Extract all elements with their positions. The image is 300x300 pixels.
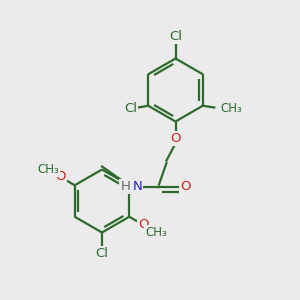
Text: O: O [138, 218, 149, 232]
Text: N: N [133, 180, 142, 194]
Text: CH₃: CH₃ [37, 163, 59, 176]
Text: Cl: Cl [124, 102, 137, 115]
Text: O: O [55, 170, 66, 184]
Text: H: H [121, 180, 130, 194]
Text: O: O [180, 180, 191, 194]
Text: Cl: Cl [95, 247, 109, 260]
Text: O: O [170, 132, 181, 146]
Text: CH₃: CH₃ [221, 102, 242, 115]
Text: Cl: Cl [169, 30, 182, 44]
Text: CH₃: CH₃ [145, 226, 167, 239]
